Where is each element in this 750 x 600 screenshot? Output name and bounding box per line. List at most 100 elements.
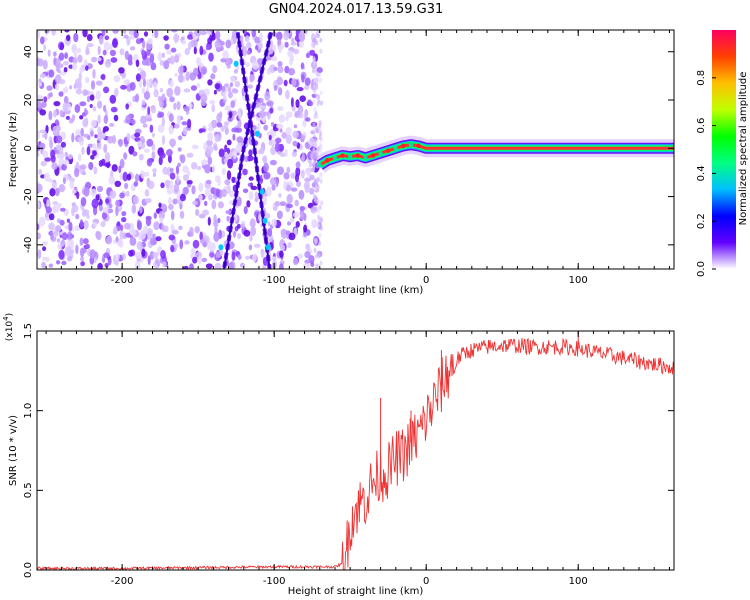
noise-blob	[292, 130, 299, 139]
noise-blob	[59, 71, 67, 76]
noise-blob	[269, 64, 276, 73]
noise-blob	[116, 253, 120, 261]
noise-blob	[217, 201, 224, 209]
noise-blob	[279, 263, 284, 269]
noise-blob	[140, 170, 145, 179]
noise-blob	[119, 48, 125, 56]
noise-blob	[256, 122, 261, 133]
noise-blob	[311, 68, 317, 74]
noise-blob	[246, 41, 252, 49]
noise-blob	[173, 102, 177, 111]
noise-blob	[173, 33, 180, 43]
noise-blob	[223, 157, 228, 164]
noise-blob	[147, 255, 151, 266]
noise-blob	[95, 230, 100, 239]
noise-blob	[170, 47, 177, 53]
noise-edge-blob	[314, 37, 317, 43]
noise-edge-blob	[315, 71, 319, 77]
noise-blob	[236, 223, 241, 229]
noise-blob	[140, 115, 147, 125]
noise-blob	[211, 164, 216, 173]
noise-blob	[254, 196, 259, 203]
noise-blob	[279, 152, 287, 157]
noise-blob	[225, 210, 233, 215]
noise-blob	[303, 212, 307, 222]
noise-blob	[174, 86, 181, 96]
noise-blob	[201, 257, 208, 263]
noise-blob	[160, 250, 166, 259]
noise-edge-blob	[312, 163, 316, 169]
noise-blob	[46, 199, 50, 208]
noise-blob	[64, 151, 68, 158]
noise-blob	[211, 199, 217, 210]
noise-blob	[205, 263, 213, 269]
noise-blob	[77, 54, 83, 63]
noise-blob	[150, 106, 156, 114]
snr-xtick-label: -100	[263, 576, 286, 587]
noise-blob	[59, 219, 65, 226]
noise-blob	[158, 156, 163, 166]
noise-blob	[283, 30, 290, 41]
noise-blob	[149, 124, 154, 133]
noise-blob	[218, 148, 225, 158]
noise-blob	[151, 31, 155, 38]
colorbar-tick-label: 0.0	[696, 261, 707, 277]
noise-blob	[79, 164, 87, 170]
noise-blob	[305, 52, 310, 59]
noise-blob	[107, 136, 114, 144]
noise-blob	[112, 134, 116, 144]
spec-ylabel: Frequency (Hz)	[8, 112, 19, 188]
noise-edge-blob	[319, 77, 323, 83]
noise-blob	[122, 171, 128, 182]
noise-blob	[43, 96, 48, 103]
noise-blob	[66, 218, 70, 223]
noise-blob	[204, 200, 208, 207]
noise-blob	[103, 86, 110, 94]
noise-blob	[193, 67, 199, 77]
noise-blob	[92, 106, 97, 112]
noise-blob	[227, 86, 232, 93]
noise-blob	[272, 206, 278, 211]
snr-panel: -200 -100 0 100 0.0 0.5 1.0 1.5 Height of straig…	[2, 313, 675, 597]
noise-blob	[79, 66, 84, 73]
noise-blob	[58, 52, 65, 61]
noise-blob	[54, 187, 60, 197]
signal-spot	[416, 143, 421, 149]
noise-blob	[115, 236, 119, 243]
noise-blob	[110, 57, 118, 63]
noise-blob	[63, 96, 69, 105]
noise-blob	[102, 207, 109, 213]
noise-blob	[144, 198, 151, 204]
noise-blob	[200, 30, 207, 36]
noise-blob	[284, 148, 288, 158]
noise-blob	[106, 235, 113, 245]
noise-blob	[289, 56, 293, 66]
noise-blob	[295, 161, 301, 169]
noise-edge-blob	[316, 78, 320, 84]
noise-blob	[37, 200, 40, 210]
noise-blob	[48, 222, 55, 231]
noise-blob	[41, 101, 47, 108]
noise-blob	[108, 203, 113, 209]
noise-blob	[159, 99, 164, 108]
noise-blob	[302, 119, 307, 128]
noise-blob	[213, 89, 217, 95]
noise-blob	[285, 111, 293, 118]
noise-blob	[45, 256, 50, 262]
noise-blob	[91, 56, 98, 63]
noise-blob	[51, 30, 57, 36]
noise-blob	[119, 229, 124, 240]
noise-edge-blob	[319, 173, 323, 179]
noise-blob	[271, 218, 277, 228]
noise-edge-blob	[320, 217, 324, 223]
noise-blob	[62, 102, 69, 112]
noise-blob	[63, 159, 70, 166]
noise-blob	[79, 101, 87, 107]
noise-blob	[187, 118, 192, 129]
noise-blob	[290, 187, 298, 192]
noise-blob	[191, 144, 199, 150]
noise-blob	[63, 67, 68, 73]
noise-blob	[233, 230, 236, 238]
noise-blob	[46, 85, 53, 91]
noise-blob	[123, 34, 129, 39]
